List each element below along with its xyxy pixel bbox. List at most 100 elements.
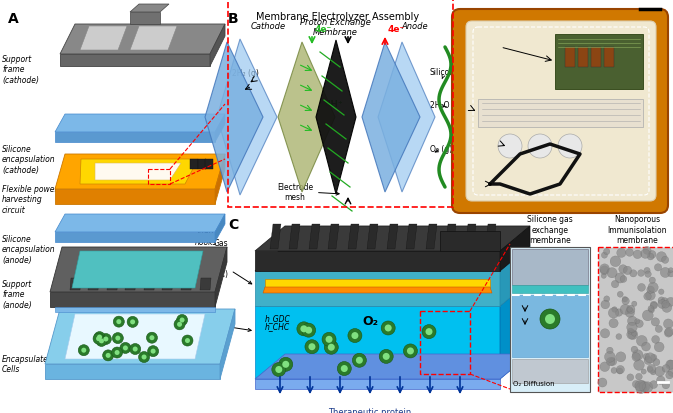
Circle shape <box>176 315 188 326</box>
Text: Gas
diffusion
chamber
(GDC): Gas diffusion chamber (GDC) <box>194 238 252 284</box>
Bar <box>591 48 601 68</box>
Polygon shape <box>130 5 169 13</box>
Polygon shape <box>55 115 225 133</box>
Circle shape <box>631 346 638 353</box>
Polygon shape <box>45 309 235 364</box>
Circle shape <box>604 351 615 362</box>
Circle shape <box>608 308 618 318</box>
Circle shape <box>115 336 120 341</box>
Bar <box>565 48 575 68</box>
Circle shape <box>608 358 616 366</box>
Polygon shape <box>406 224 417 249</box>
Circle shape <box>662 301 670 309</box>
Polygon shape <box>500 281 530 379</box>
Circle shape <box>127 317 138 328</box>
Circle shape <box>632 353 641 361</box>
Polygon shape <box>348 224 359 249</box>
Bar <box>512 359 588 383</box>
Polygon shape <box>255 247 530 271</box>
Circle shape <box>81 348 86 353</box>
Circle shape <box>422 325 436 339</box>
Polygon shape <box>255 306 500 379</box>
Polygon shape <box>50 292 215 307</box>
Circle shape <box>642 382 653 392</box>
Polygon shape <box>70 278 81 290</box>
Circle shape <box>326 336 332 343</box>
Circle shape <box>637 270 645 277</box>
Text: O₂ Diffusion: O₂ Diffusion <box>513 380 555 386</box>
Polygon shape <box>80 159 198 185</box>
Circle shape <box>664 329 673 337</box>
Text: Proton Exchange
Membrane: Proton Exchange Membrane <box>299 18 370 37</box>
Text: 2H₂ (g): 2H₂ (g) <box>232 68 259 77</box>
Circle shape <box>498 135 522 159</box>
Polygon shape <box>125 278 136 290</box>
Circle shape <box>631 301 637 307</box>
Polygon shape <box>72 252 203 288</box>
Polygon shape <box>55 233 215 242</box>
Polygon shape <box>130 13 160 25</box>
Polygon shape <box>255 379 500 389</box>
Text: Anode: Anode <box>402 22 428 31</box>
Circle shape <box>622 297 629 305</box>
Polygon shape <box>309 224 320 249</box>
Bar <box>512 285 588 293</box>
Text: Silicone
encapsulation
(cathode): Silicone encapsulation (cathode) <box>2 145 56 174</box>
Circle shape <box>616 368 623 374</box>
Bar <box>555 35 643 90</box>
Circle shape <box>627 307 633 312</box>
Circle shape <box>627 322 637 333</box>
Circle shape <box>666 371 673 379</box>
Circle shape <box>381 321 395 335</box>
Circle shape <box>96 336 101 341</box>
Text: A: A <box>8 12 19 26</box>
Text: 4e⁻: 4e⁻ <box>315 25 332 34</box>
Polygon shape <box>367 224 378 249</box>
Text: Cathode: Cathode <box>250 22 285 31</box>
Circle shape <box>604 249 610 255</box>
Polygon shape <box>144 278 155 290</box>
Polygon shape <box>181 278 192 290</box>
Circle shape <box>600 362 610 372</box>
Circle shape <box>658 289 664 295</box>
Polygon shape <box>55 214 225 233</box>
Circle shape <box>615 309 623 316</box>
Circle shape <box>353 354 366 368</box>
Circle shape <box>275 366 282 373</box>
Polygon shape <box>205 43 263 192</box>
Circle shape <box>182 335 193 346</box>
Polygon shape <box>200 278 211 290</box>
Circle shape <box>628 328 634 335</box>
Circle shape <box>650 301 658 309</box>
Text: Battery-free
electrolytic
gas
generation: Battery-free electrolytic gas generation <box>462 125 508 165</box>
Circle shape <box>648 282 658 293</box>
Circle shape <box>558 135 582 159</box>
Circle shape <box>545 314 555 324</box>
Bar <box>512 295 588 357</box>
Text: MEA: MEA <box>462 105 479 114</box>
Circle shape <box>147 332 157 343</box>
Polygon shape <box>255 252 500 271</box>
Circle shape <box>348 329 362 343</box>
Polygon shape <box>190 159 198 170</box>
Bar <box>598 247 673 392</box>
Polygon shape <box>378 43 435 192</box>
Circle shape <box>645 353 656 363</box>
Circle shape <box>645 271 651 278</box>
Polygon shape <box>255 226 530 252</box>
Text: B: B <box>228 12 239 26</box>
Circle shape <box>611 368 617 374</box>
Bar <box>478 100 643 128</box>
Bar <box>578 48 588 68</box>
Polygon shape <box>440 231 500 252</box>
Text: 4H⁺: 4H⁺ <box>325 100 344 109</box>
Text: h_CHC: h_CHC <box>265 322 290 331</box>
Circle shape <box>623 266 632 275</box>
Circle shape <box>653 359 660 366</box>
Circle shape <box>620 276 627 283</box>
Circle shape <box>174 319 185 330</box>
Circle shape <box>528 135 552 159</box>
Circle shape <box>643 354 649 360</box>
Circle shape <box>104 337 108 342</box>
Text: Encapsulated
Cells: Encapsulated Cells <box>2 354 54 373</box>
